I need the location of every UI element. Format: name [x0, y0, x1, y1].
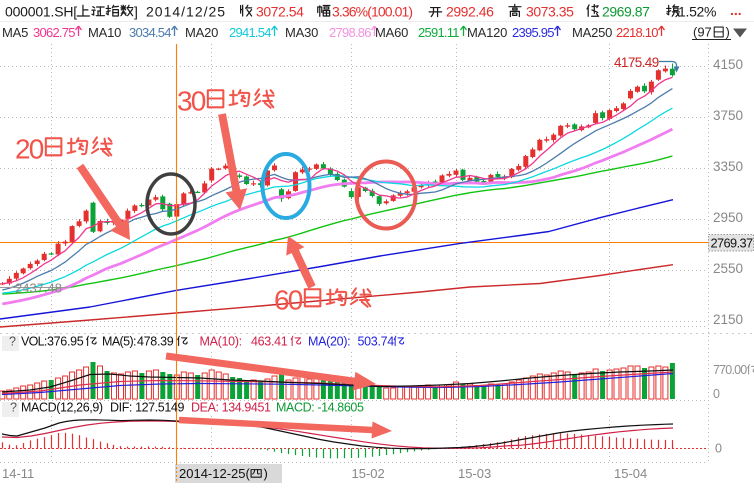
- svg-text:463.41: 463.41: [251, 335, 288, 349]
- svg-text:2014-12-25(: 2014-12-25(: [179, 466, 250, 481]
- svg-text:2992.46: 2992.46: [446, 4, 494, 20]
- svg-text:0: 0: [713, 387, 720, 401]
- svg-text:2218.10: 2218.10: [616, 25, 658, 40]
- svg-text:MACD: -14.8605: MACD: -14.8605: [276, 401, 364, 415]
- svg-text:?: ?: [9, 335, 16, 349]
- svg-text:MA60: MA60: [375, 25, 408, 40]
- svg-text:): ): [726, 25, 730, 40]
- svg-text:(97: (97: [693, 25, 712, 40]
- svg-text:2150: 2150: [713, 312, 743, 327]
- svg-text:MA250: MA250: [572, 25, 612, 40]
- svg-text:3.36%(100.01): 3.36%(100.01): [332, 4, 412, 20]
- svg-text:2437.48: 2437.48: [15, 281, 62, 296]
- svg-text:000001.SH[: 000001.SH[: [5, 4, 77, 20]
- svg-text:...: ...: [730, 2, 742, 18]
- svg-text:3034.54: 3034.54: [129, 25, 171, 40]
- svg-text:14-11: 14-11: [2, 466, 34, 481]
- svg-text:2591.11: 2591.11: [418, 25, 459, 40]
- svg-text:770.00: 770.00: [713, 363, 747, 377]
- svg-text:]: ]: [134, 4, 138, 20]
- svg-text:2014/12/25: 2014/12/25: [146, 4, 226, 20]
- svg-text:MA10: MA10: [88, 25, 121, 40]
- svg-text:3072.54: 3072.54: [256, 4, 304, 20]
- svg-text:503.74: 503.74: [358, 335, 395, 349]
- svg-text:1.52%: 1.52%: [678, 4, 716, 20]
- svg-text:3350: 3350: [713, 159, 743, 174]
- svg-text:VOL:: VOL:: [21, 335, 47, 349]
- svg-text:15-02: 15-02: [352, 466, 385, 481]
- svg-text:MA(20):: MA(20):: [308, 335, 350, 349]
- svg-text:376.95: 376.95: [47, 335, 84, 349]
- svg-text:DIF: 127.5149: DIF: 127.5149: [110, 401, 184, 415]
- svg-text:MACD(12,26,9): MACD(12,26,9): [21, 401, 103, 415]
- svg-text:3073.35: 3073.35: [526, 4, 574, 20]
- svg-text:MA5: MA5: [2, 25, 28, 40]
- svg-text:3750: 3750: [713, 108, 743, 123]
- svg-text:2550: 2550: [713, 261, 743, 276]
- svg-text:2798.86: 2798.86: [329, 25, 371, 40]
- svg-text:): ): [264, 466, 268, 481]
- svg-text:4150: 4150: [713, 57, 743, 72]
- svg-text:15-03: 15-03: [458, 466, 491, 481]
- svg-text:MA120: MA120: [467, 25, 507, 40]
- svg-text:DEA: 134.9451: DEA: 134.9451: [191, 401, 271, 415]
- svg-text:MA(10):: MA(10):: [200, 335, 242, 349]
- svg-text:2950: 2950: [713, 210, 743, 225]
- svg-text:2769.37: 2769.37: [711, 236, 754, 251]
- svg-text:15-04: 15-04: [614, 466, 647, 481]
- svg-text:MA20: MA20: [185, 25, 218, 40]
- svg-text:2941.54: 2941.54: [229, 25, 271, 40]
- svg-text:20: 20: [15, 134, 44, 165]
- svg-text:?: ?: [10, 401, 17, 415]
- svg-text:2969.87: 2969.87: [602, 4, 650, 20]
- svg-text:2395.95: 2395.95: [512, 25, 554, 40]
- svg-text:60: 60: [274, 285, 303, 316]
- svg-text:30: 30: [177, 86, 206, 117]
- svg-text:MA(5):: MA(5):: [102, 335, 136, 349]
- svg-text:3062.75: 3062.75: [33, 25, 75, 40]
- svg-text:0: 0: [715, 442, 722, 456]
- svg-text:MA30: MA30: [285, 25, 318, 40]
- svg-text:478.39: 478.39: [137, 335, 174, 349]
- svg-text:4175.49: 4175.49: [614, 55, 659, 70]
